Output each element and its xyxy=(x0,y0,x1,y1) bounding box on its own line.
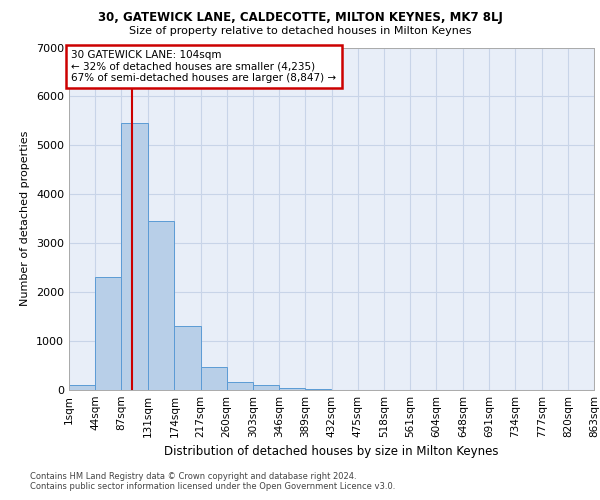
Bar xyxy=(148,221,175,390)
Text: Size of property relative to detached houses in Milton Keynes: Size of property relative to detached ho… xyxy=(129,26,471,36)
Bar xyxy=(200,366,227,390)
Bar xyxy=(253,385,279,390)
Text: Contains HM Land Registry data © Crown copyright and database right 2024.
Contai: Contains HM Land Registry data © Crown c… xyxy=(30,472,395,491)
Bar xyxy=(121,124,148,390)
Bar xyxy=(95,278,121,390)
Y-axis label: Number of detached properties: Number of detached properties xyxy=(20,131,31,306)
Bar xyxy=(227,382,253,390)
X-axis label: Distribution of detached houses by size in Milton Keynes: Distribution of detached houses by size … xyxy=(164,446,499,458)
Text: 30 GATEWICK LANE: 104sqm
← 32% of detached houses are smaller (4,235)
67% of sem: 30 GATEWICK LANE: 104sqm ← 32% of detach… xyxy=(71,50,337,83)
Text: 30, GATEWICK LANE, CALDECOTTE, MILTON KEYNES, MK7 8LJ: 30, GATEWICK LANE, CALDECOTTE, MILTON KE… xyxy=(98,12,502,24)
Bar xyxy=(69,385,95,390)
Bar xyxy=(175,326,200,390)
Bar xyxy=(305,389,331,390)
Bar xyxy=(279,388,305,390)
